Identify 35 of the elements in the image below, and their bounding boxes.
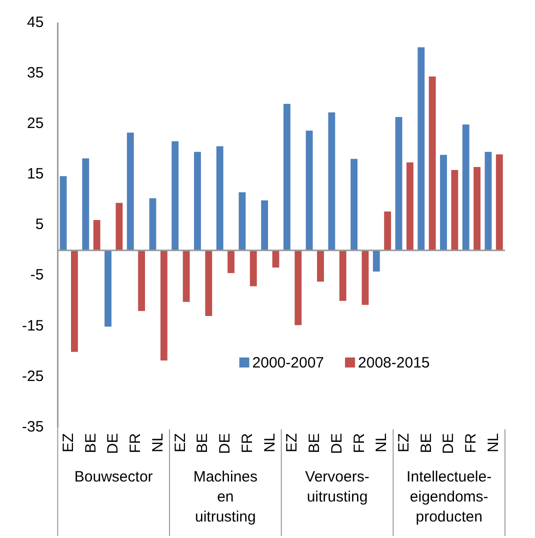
y-tick-label: 5 <box>35 216 44 234</box>
x-tick-label: NL <box>261 433 278 452</box>
x-tick-label: BE <box>82 433 100 454</box>
x-tick-label: DE <box>216 433 234 454</box>
x-tick-label: BE <box>306 433 324 454</box>
y-tick-label: -15 <box>22 317 44 334</box>
x-tick-label: EZ <box>60 433 78 452</box>
x-tick-label: FR <box>127 433 144 454</box>
x-tick-label: DE <box>440 433 458 454</box>
x-tick-label: FR <box>462 433 480 454</box>
x-tick-label: EZ <box>395 433 412 452</box>
legend-label: 2008-2015 <box>358 354 430 372</box>
x-tick-label: FR <box>350 433 368 454</box>
x-tick-label: DE <box>104 433 122 454</box>
y-tick-label: -5 <box>30 266 44 284</box>
text: Intellectuele-eigendoms-producten <box>406 468 492 526</box>
y-tick-label: -25 <box>22 368 44 385</box>
x-tick-label: EZ <box>284 433 301 452</box>
x-tick-label: FR <box>238 433 256 454</box>
x-tick-label: DE <box>328 433 346 454</box>
x-tick-label: NL <box>373 433 390 452</box>
x-tick-label: BE <box>418 433 435 454</box>
text: Vervoers-uitrusting <box>305 468 370 506</box>
legend-label: 2000-2007 <box>252 354 324 372</box>
text: Machines en uitrusting <box>193 468 258 526</box>
x-tick-label: BE <box>194 433 212 454</box>
y-tick-label: 35 <box>26 64 44 82</box>
y-tick-label: 25 <box>26 115 44 132</box>
x-tick-label: NL <box>149 433 166 452</box>
x-tick-label: NL <box>484 433 502 452</box>
x-tick-label: EZ <box>172 433 189 452</box>
y-tick-label: 45 <box>26 14 44 32</box>
y-tick-label: 15 <box>26 166 44 183</box>
y-tick-label: -35 <box>22 418 44 436</box>
text: Bouwsector <box>74 468 153 486</box>
